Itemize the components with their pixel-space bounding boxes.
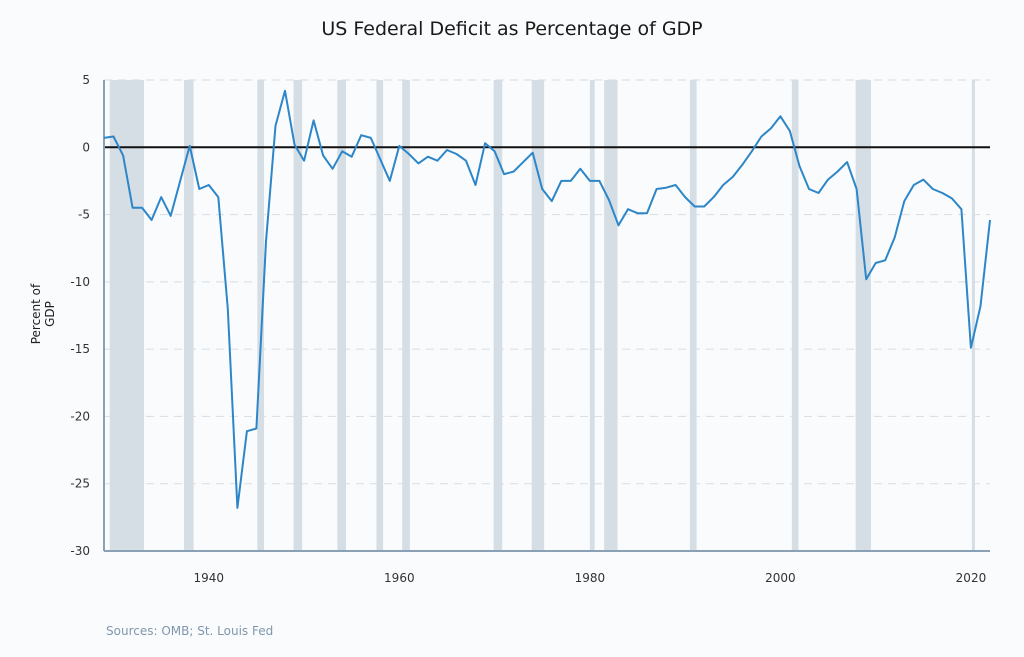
recession-band [855, 80, 871, 551]
deficit-line [103, 89, 991, 509]
recession-band [109, 80, 145, 551]
recession-band [604, 80, 618, 551]
x-tick-label: 1980 [575, 571, 606, 585]
recession-band [689, 80, 697, 551]
chart-title: US Federal Deficit as Percentage of GDP [321, 18, 703, 40]
y-tick-label: -30 [70, 544, 90, 558]
x-tick-label: 2020 [956, 571, 987, 585]
y-tick-label: -15 [70, 342, 90, 356]
recession-band [184, 80, 194, 551]
recession-band [293, 80, 303, 551]
recession-band [376, 80, 384, 551]
x-tick-label: 2000 [765, 571, 796, 585]
recession-band [402, 80, 410, 551]
recession-band [791, 80, 799, 551]
y-tick-label: 5 [82, 73, 90, 87]
source-note: Sources: OMB; St. Louis Fed [106, 624, 274, 638]
recession-band [531, 80, 545, 551]
y-tick-label: -25 [70, 477, 90, 491]
recession-band [971, 80, 975, 551]
y-tick-label: 0 [82, 140, 90, 154]
y-tick-label: -10 [70, 275, 90, 289]
recession-band [337, 80, 346, 551]
recession-band [257, 80, 265, 551]
x-tick-label: 1940 [194, 571, 225, 585]
recession-band [589, 80, 595, 551]
x-tick-label: 1960 [384, 571, 415, 585]
recession-band [493, 80, 503, 551]
y-tick-label: -5 [78, 208, 90, 222]
y-tick-label: -20 [70, 409, 90, 423]
